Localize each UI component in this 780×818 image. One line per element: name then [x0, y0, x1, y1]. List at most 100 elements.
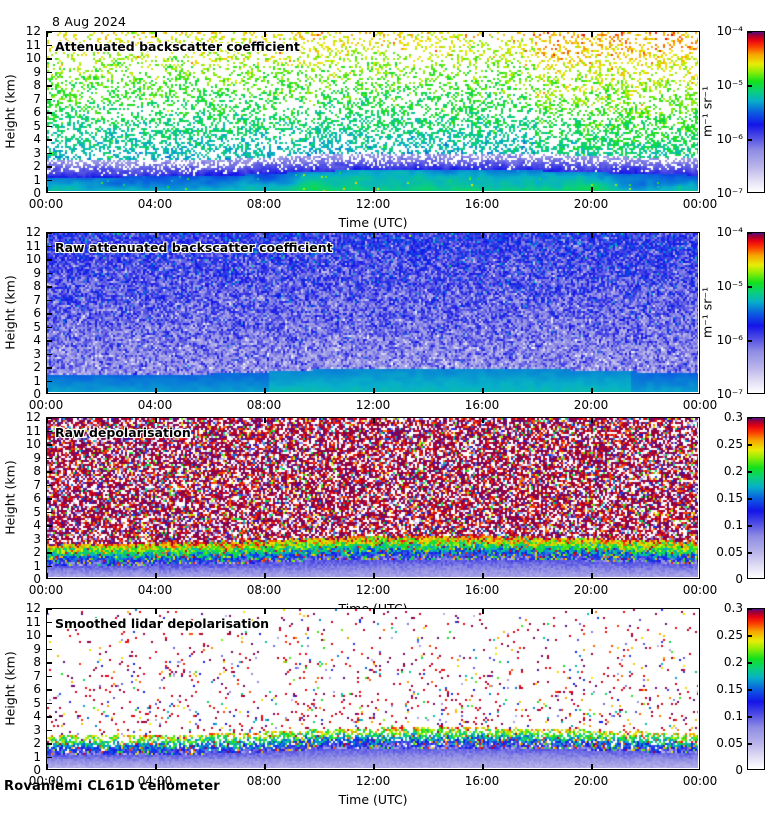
y-tick-mark [46, 31, 52, 33]
y-tick-mark [46, 85, 52, 87]
y-tick-label: 1 [33, 558, 41, 573]
colorbar-tick-label: 0.2 [723, 464, 743, 478]
panel-title-smoothed-lidar-depolarisation: Smoothed lidar depolarisation [55, 616, 270, 631]
x-tick-mark [698, 764, 700, 770]
y-tick-label: 2 [33, 159, 41, 173]
y-tick-mark [46, 511, 52, 513]
x-tick-mark [155, 764, 157, 770]
x-tick-label: 00:00 [682, 583, 718, 597]
x-tick-label: 00:00 [682, 398, 718, 412]
x-tick-label: 00:00 [28, 398, 64, 412]
y-tick-label: 7 [33, 91, 41, 106]
x-tick-mark [264, 764, 266, 770]
x-tick-mark-top [482, 608, 484, 614]
y-tick-mark [46, 313, 52, 315]
y-tick-label: 12 [25, 24, 41, 38]
y-tick-mark [46, 729, 52, 731]
x-tick-mark-top [482, 31, 484, 37]
y-tick-label: 11 [25, 423, 41, 438]
y-tick-label: 10 [25, 252, 41, 266]
y-tick-mark [46, 112, 52, 114]
x-tick-label: 08:00 [246, 583, 282, 597]
x-tick-mark-top [482, 232, 484, 238]
y-tick-mark [46, 417, 52, 419]
x-tick-mark [482, 388, 484, 394]
panel-raw-attenuated-backscatter: Raw attenuated backscatter coefficient 0 1… [0, 226, 780, 442]
y-tick-label: 3 [33, 346, 41, 361]
x-tick-label: 16:00 [464, 398, 500, 412]
plot-area-smoothed-lidar-depolarisation[interactable]: Smoothed lidar depolarisation [46, 608, 700, 770]
y-tick-label: 5 [33, 319, 41, 334]
x-tick-label: 20:00 [573, 197, 609, 211]
y-tick-mark [46, 716, 52, 718]
x-tick-mark-top [698, 608, 700, 614]
x-tick-label: 04:00 [137, 398, 173, 412]
y-tick-label: 4 [33, 333, 41, 347]
colorbar-tick-label: 0.15 [716, 491, 743, 505]
figure-root: 8 Aug 2024 Rovaniemi CL61D ceilometer At… [0, 14, 780, 807]
colorbar-tick-mark [747, 85, 752, 87]
x-tick-label: 04:00 [137, 774, 173, 788]
x-tick-label: 08:00 [246, 398, 282, 412]
colorbar-tick-mark [747, 608, 752, 610]
y-tick-label: 1 [33, 172, 41, 187]
colorbar-tick-mark [747, 552, 752, 554]
colorbar-tick-label: 10⁻⁶ [716, 132, 743, 146]
x-tick-label: 00:00 [28, 583, 64, 597]
y-tick-label: 12 [25, 410, 41, 424]
x-tick-label: 12:00 [355, 774, 391, 788]
x-tick-label: 16:00 [464, 197, 500, 211]
colorbar-tick-mark [747, 577, 752, 579]
plot-area-raw-attenuated-backscatter[interactable]: Raw attenuated backscatter coefficient [46, 232, 700, 394]
x-tick-mark-top [698, 232, 700, 238]
y-tick-mark [46, 743, 52, 745]
x-tick-mark-top [264, 31, 266, 37]
y-tick-mark [46, 179, 52, 181]
x-tick-mark [373, 187, 375, 193]
y-tick-label: 1 [33, 749, 41, 764]
x-tick-mark-top [591, 31, 593, 37]
y-tick-mark [46, 689, 52, 691]
x-tick-label: 20:00 [573, 583, 609, 597]
plot-area-attenuated-backscatter[interactable]: Attenuated backscatter coefficient [46, 31, 700, 193]
x-tick-label: 20:00 [573, 398, 609, 412]
colorbar-tick-label: 0.25 [716, 437, 743, 451]
x-tick-label: 04:00 [137, 197, 173, 211]
colorbar-tick-mark [747, 139, 752, 141]
colorbar-tick-label: 0.1 [723, 709, 743, 723]
y-tick-mark [46, 702, 52, 704]
colorbar-tick-label: 10⁻⁴ [716, 24, 743, 38]
y-tick-label: 5 [33, 504, 41, 519]
y-tick-label: 0 [33, 186, 41, 200]
y-tick-mark [46, 457, 52, 459]
y-tick-mark [46, 621, 52, 623]
y-tick-label: 5 [33, 695, 41, 710]
colorbar-raw-attenuated-backscatter [747, 232, 765, 394]
colorbar-tick-mark [747, 716, 752, 718]
x-tick-mark [482, 187, 484, 193]
x-tick-mark [373, 764, 375, 770]
x-tick-mark-top [264, 608, 266, 614]
y-tick-mark [46, 565, 52, 567]
x-tick-mark-top [482, 417, 484, 423]
plot-area-raw-depolarisation[interactable]: Raw depolarisation [46, 417, 700, 579]
colorbar-tick-mark [747, 286, 752, 288]
y-tick-label: 7 [33, 292, 41, 307]
x-tick-label: 12:00 [355, 398, 391, 412]
colorbar-tick-label: 0 [735, 763, 743, 777]
y-tick-label: 11 [25, 614, 41, 629]
colorbar-gradient [748, 418, 764, 578]
x-tick-mark-top [155, 31, 157, 37]
x-tick-mark-top [373, 608, 375, 614]
colorbar-tick-label: 10⁻⁶ [716, 333, 743, 347]
y-tick-label: 3 [33, 722, 41, 737]
x-tick-mark-top [155, 232, 157, 238]
colorbar-tick-label: 0.3 [723, 410, 743, 424]
colorbar-tick-mark [747, 498, 752, 500]
x-tick-mark [373, 573, 375, 579]
x-tick-mark [698, 187, 700, 193]
y-tick-mark [46, 525, 52, 527]
colorbar-tick-mark [747, 417, 752, 419]
x-tick-label: 00:00 [682, 774, 718, 788]
y-tick-label: 0 [33, 387, 41, 401]
